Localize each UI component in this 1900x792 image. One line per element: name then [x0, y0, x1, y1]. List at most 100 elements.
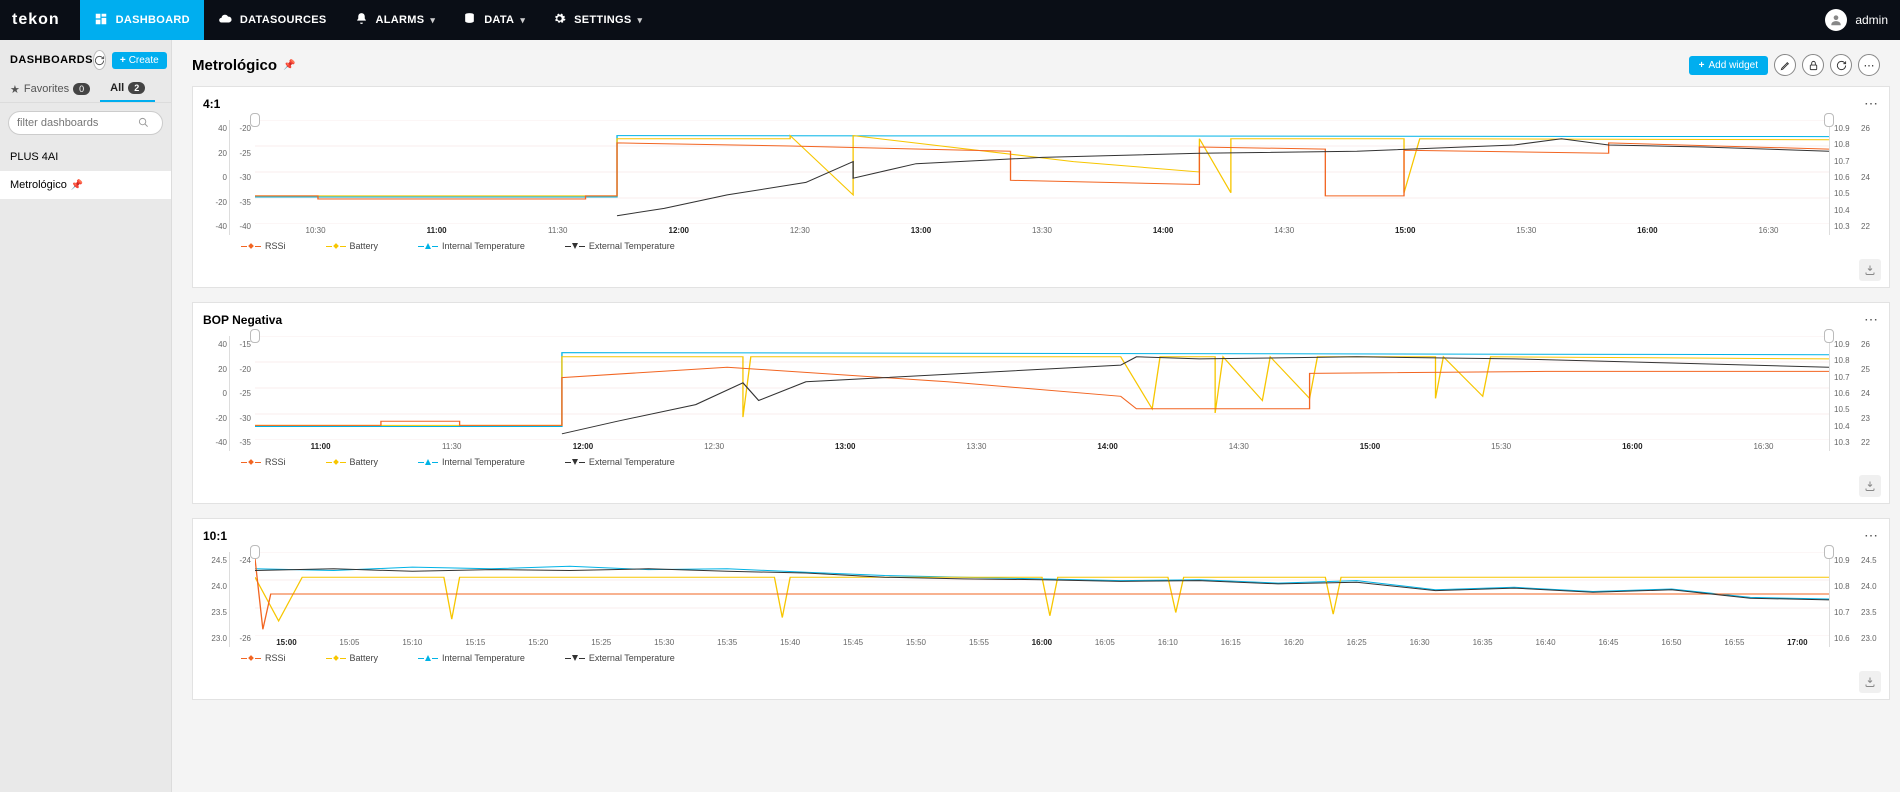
create-label: Create: [129, 55, 159, 66]
slider-handle-right[interactable]: [1824, 545, 1834, 559]
slider-handle-left[interactable]: [250, 113, 260, 127]
logo-text: tekon: [12, 11, 60, 29]
chevron-down-icon: ▾: [638, 15, 643, 26]
legend-label: Battery: [350, 457, 379, 467]
legend-label: Internal Temperature: [442, 653, 525, 663]
nav-settings-label: SETTINGS: [574, 14, 631, 26]
sidebar-item-label: PLUS 4AI: [10, 151, 58, 163]
widget-menu-button[interactable]: ⋯: [1864, 527, 1879, 544]
widget-title: BOP Negativa: [203, 313, 282, 327]
chart-legend: RSSi Battery Internal Temperature: [201, 451, 1881, 469]
pin-icon: 📌: [71, 180, 83, 191]
x-axis: 11:0011:3012:0012:3013:0013:3014:0014:30…: [255, 440, 1829, 451]
logo: tekon: [12, 11, 60, 29]
legend-label: Internal Temperature: [442, 241, 525, 251]
nav-datasources[interactable]: DATASOURCES: [204, 0, 341, 40]
slider-handle-left[interactable]: [250, 545, 260, 559]
cloud-icon: [218, 12, 232, 29]
add-widget-button[interactable]: + Add widget: [1689, 56, 1768, 75]
legend-item[interactable]: Internal Temperature: [418, 653, 525, 663]
legend-label: Battery: [350, 241, 379, 251]
nav-user[interactable]: admin: [1825, 9, 1888, 31]
sidebar: DASHBOARDS + Create ★ Favorites 0 All 2: [0, 40, 172, 792]
page-header: Metrológico 📌 + Add widget ⋯: [172, 40, 1900, 86]
gear-icon: [553, 12, 566, 28]
x-axis: 15:0015:0515:1015:1515:2015:2515:3015:35…: [255, 636, 1829, 647]
chart-plot[interactable]: 15:0015:0515:1015:1515:2015:2515:3015:35…: [255, 552, 1829, 647]
sidebar-list: PLUS 4AI Metrológico 📌: [0, 143, 171, 792]
chevron-down-icon: ▾: [430, 15, 435, 26]
download-button[interactable]: [1859, 671, 1881, 693]
tab-favorites-count: 0: [73, 83, 90, 95]
refresh-button[interactable]: [93, 50, 106, 70]
refresh-button[interactable]: [1830, 54, 1852, 76]
legend-item[interactable]: RSSi: [241, 457, 286, 467]
edit-button[interactable]: [1774, 54, 1796, 76]
nav-datasources-label: DATASOURCES: [240, 14, 327, 26]
add-widget-label: Add widget: [1709, 60, 1758, 71]
slider-handle-right[interactable]: [1824, 329, 1834, 343]
lock-button[interactable]: [1802, 54, 1824, 76]
legend-item[interactable]: Internal Temperature: [418, 241, 525, 251]
legend-label: External Temperature: [589, 457, 675, 467]
plus-icon: +: [120, 55, 126, 66]
chart-legend: RSSi Battery Internal Temperature: [201, 235, 1881, 253]
legend-item[interactable]: Internal Temperature: [418, 457, 525, 467]
widget-menu-button[interactable]: ⋯: [1864, 95, 1879, 112]
top-nav: tekon DASHBOARD DATASOURCES ALARMS ▾: [0, 0, 1900, 40]
widget-title: 4:1: [203, 97, 220, 111]
chart-widget: 4:1 ⋯ 40200-20-40 -20-25-30-35-40 10:301…: [192, 86, 1890, 288]
chevron-down-icon: ▾: [520, 15, 525, 26]
sidebar-item-plus4ai[interactable]: PLUS 4AI: [0, 143, 171, 171]
legend-label: RSSi: [265, 653, 286, 663]
slider-handle-left[interactable]: [250, 329, 260, 343]
tab-all-label: All: [110, 82, 124, 94]
content: Metrológico 📌 + Add widget ⋯: [172, 40, 1900, 792]
chart-plot[interactable]: 11:0011:3012:0012:3013:0013:3014:0014:30…: [255, 336, 1829, 451]
search-icon: [138, 117, 149, 131]
plus-icon: +: [1699, 60, 1705, 71]
widget-menu-button[interactable]: ⋯: [1864, 311, 1879, 328]
legend-item[interactable]: External Temperature: [565, 653, 675, 663]
nav-alarms[interactable]: ALARMS ▾: [341, 0, 450, 40]
legend-item[interactable]: Battery: [326, 457, 379, 467]
legend-item[interactable]: RSSi: [241, 653, 286, 663]
legend-label: Battery: [350, 653, 379, 663]
avatar-icon: [1825, 9, 1847, 31]
download-button[interactable]: [1859, 259, 1881, 281]
nav-settings[interactable]: SETTINGS ▾: [539, 0, 656, 40]
sidebar-item-metrologico[interactable]: Metrológico 📌: [0, 171, 171, 199]
tab-favorites[interactable]: ★ Favorites 0: [0, 76, 100, 102]
nav-items: DASHBOARD DATASOURCES ALARMS ▾ DATA ▾: [80, 0, 657, 40]
chart-widget: BOP Negativa ⋯ 40200-20-40 -15-20-25-30-…: [192, 302, 1890, 504]
nav-alarms-label: ALARMS: [376, 14, 425, 26]
user-name: admin: [1855, 13, 1888, 27]
nav-data[interactable]: DATA ▾: [449, 0, 539, 40]
download-button[interactable]: [1859, 475, 1881, 497]
star-icon: ★: [10, 83, 20, 96]
legend-item[interactable]: Battery: [326, 241, 379, 251]
tab-all[interactable]: All 2: [100, 76, 155, 102]
page-actions: + Add widget ⋯: [1689, 54, 1880, 76]
sidebar-title: DASHBOARDS: [10, 54, 93, 66]
legend-label: External Temperature: [589, 241, 675, 251]
legend-item[interactable]: RSSi: [241, 241, 286, 251]
dashboard-icon: [94, 12, 108, 29]
widget-title: 10:1: [203, 529, 227, 543]
slider-handle-right[interactable]: [1824, 113, 1834, 127]
chart-legend: RSSi Battery Internal Temperature: [201, 647, 1881, 665]
nav-dashboard[interactable]: DASHBOARD: [80, 0, 204, 40]
sidebar-tabs: ★ Favorites 0 All 2: [0, 76, 171, 103]
tab-all-count: 2: [128, 82, 145, 94]
legend-item[interactable]: External Temperature: [565, 241, 675, 251]
legend-item[interactable]: Battery: [326, 653, 379, 663]
legend-label: RSSi: [265, 457, 286, 467]
create-button[interactable]: + Create: [112, 52, 167, 69]
bell-icon: [355, 12, 368, 28]
legend-item[interactable]: External Temperature: [565, 457, 675, 467]
pin-icon[interactable]: 📌: [283, 60, 295, 71]
more-button[interactable]: ⋯: [1858, 54, 1880, 76]
chart-plot[interactable]: 10:3011:0011:3012:0012:3013:0013:3014:00…: [255, 120, 1829, 235]
nav-data-label: DATA: [484, 14, 514, 26]
database-icon: [463, 12, 476, 28]
